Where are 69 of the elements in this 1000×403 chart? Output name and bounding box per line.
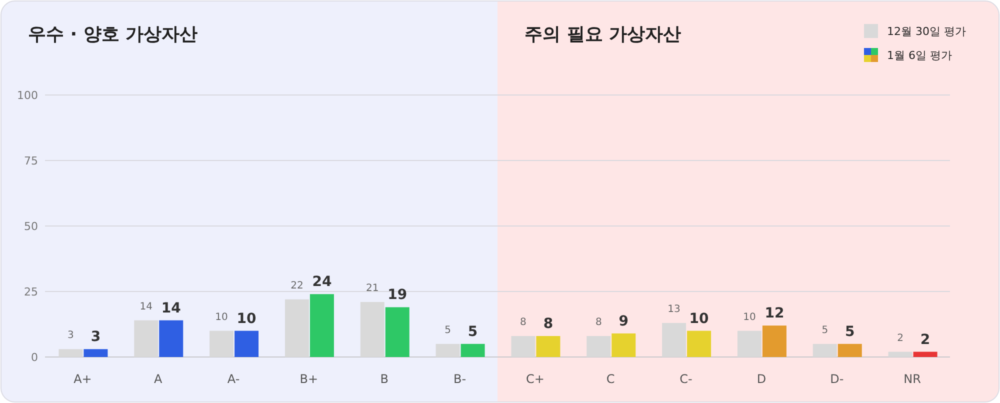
bar xyxy=(662,322,686,357)
x-tick-label: A xyxy=(154,372,164,386)
x-tick-label: D xyxy=(756,372,766,386)
data-label: 5 xyxy=(845,324,855,340)
legend-label: 1월 6일 평가 xyxy=(887,49,952,62)
x-tick-label: D- xyxy=(830,372,844,386)
data-label: 24 xyxy=(312,274,332,290)
data-label: 5 xyxy=(822,324,828,336)
data-label: 8 xyxy=(543,316,554,332)
data-label: 8 xyxy=(520,317,526,328)
data-label: 13 xyxy=(668,304,680,315)
bar xyxy=(888,352,912,357)
data-label: 2 xyxy=(897,332,904,344)
band-label: 우수 · 양호 가상자산 xyxy=(28,24,198,45)
bar xyxy=(737,330,762,357)
bar xyxy=(460,344,485,357)
bar xyxy=(612,333,636,357)
bar xyxy=(586,336,611,357)
bar xyxy=(159,320,184,357)
data-label: 9 xyxy=(618,313,628,330)
bar xyxy=(234,330,259,357)
x-tick-label: NR xyxy=(904,372,921,386)
bar xyxy=(687,330,712,357)
bar xyxy=(436,344,460,357)
data-label: 21 xyxy=(366,282,379,294)
data-label: 10 xyxy=(215,312,228,323)
bar xyxy=(762,326,786,357)
data-label: 3 xyxy=(90,329,101,346)
bar xyxy=(310,294,334,357)
data-label: 10 xyxy=(743,312,756,323)
data-label: 10 xyxy=(236,310,257,327)
data-label: 10 xyxy=(689,310,710,327)
bar xyxy=(511,336,536,357)
data-label: 2 xyxy=(920,332,930,348)
data-label: 19 xyxy=(388,287,408,304)
x-tick-label: C+ xyxy=(526,372,544,386)
bar xyxy=(284,299,309,357)
y-tick-label: 100 xyxy=(17,89,38,102)
data-label: 12 xyxy=(764,306,784,322)
bar xyxy=(84,349,108,357)
x-tick-label: B xyxy=(380,372,388,386)
bar xyxy=(536,336,560,357)
x-tick-label: A+ xyxy=(74,372,92,386)
bar xyxy=(838,344,862,357)
data-label: 14 xyxy=(140,301,152,312)
data-label: 5 xyxy=(444,324,451,336)
x-tick-label: B+ xyxy=(300,372,318,386)
bar xyxy=(360,302,384,357)
x-tick-label: C- xyxy=(680,372,692,386)
x-tick-label: A- xyxy=(227,372,240,386)
y-tick-label: 50 xyxy=(24,220,38,233)
bar xyxy=(134,320,158,357)
x-tick-label: C xyxy=(606,372,615,386)
bar xyxy=(58,349,83,357)
data-label: 14 xyxy=(161,300,182,316)
bar xyxy=(812,344,837,357)
bar xyxy=(385,307,410,357)
data-label: 22 xyxy=(290,280,304,292)
band-label: 주의 필요 가상자산 xyxy=(524,24,682,45)
y-tick-label: 0 xyxy=(31,351,38,364)
y-tick-label: 75 xyxy=(24,154,38,168)
data-label: 5 xyxy=(468,324,478,340)
legend-label: 12월 30일 평가 xyxy=(887,25,966,38)
data-label: 8 xyxy=(595,317,602,328)
bar xyxy=(210,330,234,357)
bar xyxy=(913,352,938,357)
data-label: 3 xyxy=(68,330,74,342)
x-tick-label: B- xyxy=(454,372,466,386)
y-tick-label: 25 xyxy=(24,286,38,298)
